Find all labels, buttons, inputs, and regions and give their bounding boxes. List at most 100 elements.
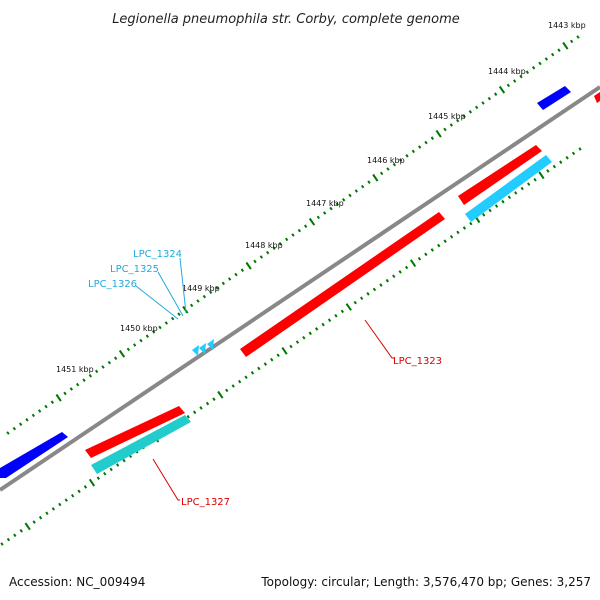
scale-tick — [50, 400, 55, 404]
scale-tick — [578, 147, 582, 151]
scale-tick — [278, 242, 283, 246]
scale-tick — [308, 217, 316, 226]
scale-tick — [392, 274, 396, 279]
genome-summary-text: Topology: circular; Length: 3,576,470 bp… — [261, 575, 591, 589]
scale-tick — [158, 325, 162, 330]
scale-tick — [329, 206, 333, 211]
gene-red-lower[interactable] — [85, 406, 185, 458]
gene-lpc-1326[interactable] — [192, 345, 199, 356]
gene-label-lpc-1324: LPC_1324 — [133, 249, 182, 260]
outer-scale-ticks — [6, 35, 580, 435]
gene-lpc-1324[interactable] — [207, 339, 214, 350]
scale-tick — [501, 199, 505, 204]
scale-tick — [170, 316, 175, 321]
scale-tick — [221, 281, 226, 286]
scale-tick — [335, 202, 340, 206]
scale-tick — [498, 85, 506, 94]
tick-label-1443: 1443 kbp — [548, 21, 586, 30]
gene-lpc-1327[interactable] — [91, 415, 191, 474]
scale-tick — [462, 114, 466, 118]
scale-tick — [24, 522, 31, 531]
scale-tick — [526, 182, 531, 186]
scale-tick — [571, 151, 576, 156]
scale-tick — [379, 283, 383, 287]
gene-lpc-1325[interactable] — [199, 343, 206, 354]
scale-tick — [303, 224, 308, 228]
scale-tick — [392, 162, 397, 167]
scale-tick — [552, 164, 557, 169]
scale-tick — [217, 390, 224, 399]
scale-tick — [192, 410, 197, 415]
scale-tick — [44, 404, 48, 409]
gene-label-lpc-1325: LPC_1325 — [110, 264, 159, 275]
scale-tick — [58, 502, 62, 507]
scale-tick — [45, 511, 49, 516]
scale-tick — [122, 458, 126, 463]
scale-tick — [437, 243, 441, 248]
scale-tick — [101, 365, 105, 369]
gene-top-right-blue[interactable] — [537, 86, 571, 110]
scale-tick — [118, 349, 126, 358]
tick-label-1447: 1447 kbp — [306, 199, 344, 208]
scale-tick — [417, 256, 422, 261]
scale-tick — [321, 322, 325, 327]
map-title: Legionella pneumophila str. Corby, compl… — [112, 12, 460, 27]
scale-tick — [37, 409, 42, 413]
scale-tick — [308, 331, 312, 336]
scale-tick — [295, 340, 300, 344]
scale-tick — [456, 230, 460, 235]
scale-tick — [538, 61, 542, 66]
scale-tick — [276, 353, 280, 358]
scale-tick — [145, 334, 150, 338]
gene-edge-red[interactable] — [594, 92, 600, 103]
gene-lpc-1323[interactable] — [240, 212, 445, 357]
scale-tick — [520, 186, 524, 191]
scale-tick — [519, 74, 523, 79]
leader-lpc-1324 — [179, 257, 187, 314]
scale-tick — [468, 110, 473, 114]
scale-tick — [289, 344, 293, 349]
scale-tick — [562, 41, 569, 50]
scale-tick — [109, 467, 113, 472]
gene-label-lpc-1323: LPC_1323 — [393, 356, 442, 367]
scale-tick — [544, 57, 549, 61]
scale-tick — [531, 66, 536, 70]
gene-left-blue[interactable] — [0, 432, 68, 478]
scale-tick — [51, 507, 56, 511]
scale-tick — [132, 343, 137, 347]
scale-tick — [443, 239, 447, 243]
scale-tick — [576, 35, 580, 39]
scale-tick — [327, 318, 332, 322]
scale-tick — [244, 375, 248, 380]
scale-tick — [546, 169, 550, 173]
tick-label-1451: 1451 kbp — [56, 365, 94, 374]
gene-label-lpc-1327: LPC_1327 — [181, 497, 230, 508]
scale-tick — [559, 160, 563, 164]
scale-tick — [270, 357, 274, 362]
scale-tick — [379, 171, 384, 176]
scale-tick — [398, 158, 403, 162]
scale-tick — [18, 422, 23, 426]
scale-tick — [55, 393, 62, 402]
scale-tick — [550, 52, 555, 57]
gene-cyan-upper[interactable] — [465, 155, 552, 222]
gene-red-upper[interactable] — [458, 145, 542, 205]
scale-tick — [345, 303, 352, 311]
scale-tick — [507, 195, 512, 200]
scale-tick — [225, 388, 229, 393]
scale-tick — [430, 136, 435, 140]
scale-tick — [259, 255, 264, 259]
scale-tick — [245, 261, 252, 270]
scale-tick — [449, 123, 454, 127]
scale-tick — [291, 233, 295, 237]
scale-tick — [449, 234, 454, 239]
tick-label-1448: 1448 kbp — [245, 241, 283, 250]
scale-tick — [512, 79, 517, 83]
scale-tick — [103, 471, 107, 476]
scale-tick — [88, 374, 93, 378]
scale-tick — [212, 397, 216, 401]
scale-tick — [115, 463, 120, 467]
scale-tick — [6, 431, 10, 435]
scale-tick — [70, 493, 75, 498]
